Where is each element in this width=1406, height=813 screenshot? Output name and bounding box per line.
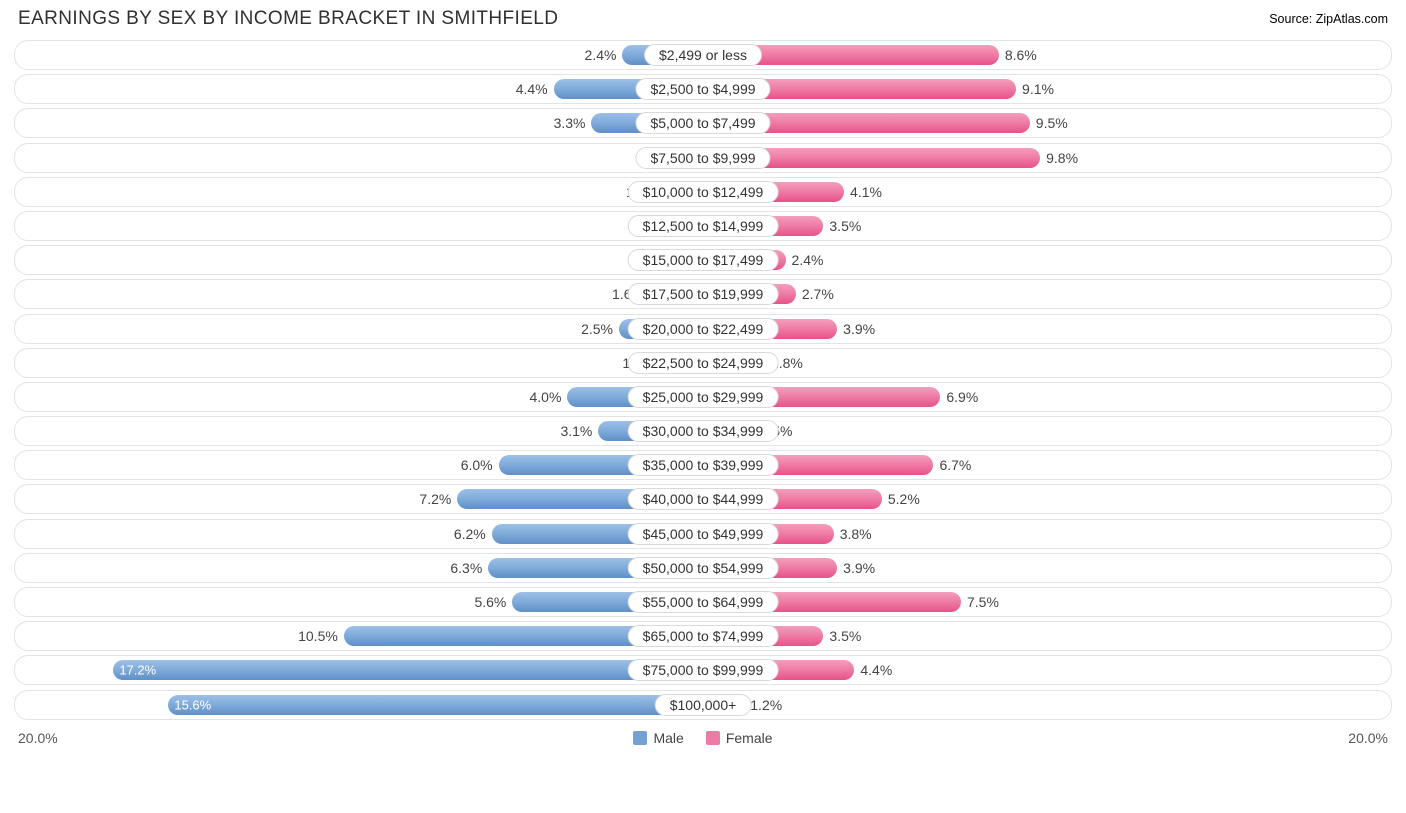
category-label: $15,000 to $17,499: [628, 249, 779, 271]
category-label: $25,000 to $29,999: [628, 386, 779, 408]
chart-row: 1.2%4.1%$10,000 to $12,499: [14, 177, 1392, 207]
legend-female: Female: [706, 730, 773, 746]
category-label: $45,000 to $49,999: [628, 523, 779, 545]
chart-source: Source: ZipAtlas.com: [1269, 12, 1388, 26]
chart-footer: 20.0% Male Female 20.0%: [0, 724, 1406, 746]
male-value: 17.2%: [119, 663, 156, 678]
axis-right-label: 20.0%: [1348, 730, 1388, 746]
chart-row: 2.4% 8.6% $2,499 or less: [14, 40, 1392, 70]
category-label: $2,499 or less: [644, 44, 762, 66]
male-value: 5.6%: [474, 594, 512, 610]
legend-male-swatch: [633, 731, 647, 745]
category-label: $40,000 to $44,999: [628, 488, 779, 510]
category-label: $100,000+: [655, 694, 752, 716]
male-value: 2.5%: [581, 321, 619, 337]
chart-title: EARNINGS BY SEX BY INCOME BRACKET IN SMI…: [18, 8, 558, 30]
category-label: $50,000 to $54,999: [628, 557, 779, 579]
chart-row: 17.2% 4.4% $75,000 to $99,999: [14, 655, 1392, 685]
male-value: 15.6%: [174, 697, 211, 712]
category-label: $20,000 to $22,499: [628, 318, 779, 340]
male-bar: [168, 695, 705, 715]
chart-body: 2.4% 8.6% $2,499 or less 4.4% 9.1% $2,500 to …: [0, 40, 1406, 720]
chart-row: 0.74%2.4%$15,000 to $17,499: [14, 245, 1392, 275]
male-value: 10.5%: [298, 628, 344, 644]
category-label: $12,500 to $14,999: [628, 215, 779, 237]
chart-row: 0.5%9.8%$7,500 to $9,999: [14, 143, 1392, 173]
legend: Male Female: [633, 730, 772, 746]
chart-row: 0.58%3.5%$12,500 to $14,999: [14, 211, 1392, 241]
category-label: $17,500 to $19,999: [628, 283, 779, 305]
category-label: $65,000 to $74,999: [628, 625, 779, 647]
female-value: 3.5%: [823, 218, 861, 234]
category-label: $5,000 to $7,499: [635, 112, 770, 134]
female-value: 7.5%: [961, 594, 999, 610]
chart-row: 4.0% 6.9% $25,000 to $29,999: [14, 382, 1392, 412]
male-value: 3.1%: [560, 423, 598, 439]
chart-row: 3.1%1.5%$30,000 to $34,999: [14, 416, 1392, 446]
legend-female-label: Female: [726, 730, 773, 746]
chart-row: 10.5% 3.5% $65,000 to $74,999: [14, 621, 1392, 651]
axis-left-label: 20.0%: [18, 730, 58, 746]
legend-male: Male: [633, 730, 683, 746]
category-label: $30,000 to $34,999: [628, 420, 779, 442]
category-label: $7,500 to $9,999: [635, 147, 770, 169]
female-value: 9.5%: [1030, 115, 1068, 131]
female-value: 3.8%: [834, 526, 872, 542]
category-label: $22,500 to $24,999: [628, 352, 779, 374]
chart-row: 1.6%2.7%$17,500 to $19,999: [14, 279, 1392, 309]
female-value: 3.9%: [837, 560, 875, 576]
chart-header: EARNINGS BY SEX BY INCOME BRACKET IN SMI…: [0, 0, 1406, 40]
female-value: 3.5%: [823, 628, 861, 644]
female-value: 5.2%: [882, 491, 920, 507]
female-value: 8.6%: [999, 47, 1037, 63]
male-value: 6.2%: [454, 526, 492, 542]
chart-row: 15.6%1.2%$100,000+: [14, 690, 1392, 720]
male-value: 4.4%: [516, 81, 554, 97]
male-value: 6.0%: [461, 457, 499, 473]
category-label: $35,000 to $39,999: [628, 454, 779, 476]
chart-row: 5.6% 7.5% $55,000 to $64,999: [14, 587, 1392, 617]
category-label: $75,000 to $99,999: [628, 659, 779, 681]
chart-row: 7.2% 5.2% $40,000 to $44,999: [14, 484, 1392, 514]
category-label: $2,500 to $4,999: [635, 78, 770, 100]
legend-male-label: Male: [653, 730, 683, 746]
chart-row: 3.3% 9.5% $5,000 to $7,499: [14, 108, 1392, 138]
chart-row: 2.5% 3.9% $20,000 to $22,499: [14, 314, 1392, 344]
chart-row: 1.3%1.8%$22,500 to $24,999: [14, 348, 1392, 378]
male-value: 2.4%: [585, 47, 623, 63]
female-value: 9.8%: [1040, 150, 1078, 166]
male-bar: [113, 660, 705, 680]
male-value: 7.2%: [419, 491, 457, 507]
female-value: 6.7%: [933, 457, 971, 473]
chart-row: 6.3% 3.9% $50,000 to $54,999: [14, 553, 1392, 583]
category-label: $10,000 to $12,499: [628, 181, 779, 203]
category-label: $55,000 to $64,999: [628, 591, 779, 613]
chart-row: 6.2% 3.8% $45,000 to $49,999: [14, 519, 1392, 549]
chart-row: 6.0% 6.7% $35,000 to $39,999: [14, 450, 1392, 480]
male-value: 6.3%: [450, 560, 488, 576]
female-value: 6.9%: [940, 389, 978, 405]
male-value: 4.0%: [529, 389, 567, 405]
male-value: 3.3%: [554, 115, 592, 131]
chart-row: 4.4% 9.1% $2,500 to $4,999: [14, 74, 1392, 104]
female-value: 4.1%: [844, 184, 882, 200]
female-value: 2.7%: [796, 286, 834, 302]
female-value: 9.1%: [1016, 81, 1054, 97]
female-value: 3.9%: [837, 321, 875, 337]
legend-female-swatch: [706, 731, 720, 745]
female-value: 2.4%: [786, 252, 824, 268]
female-value: 4.4%: [854, 662, 892, 678]
